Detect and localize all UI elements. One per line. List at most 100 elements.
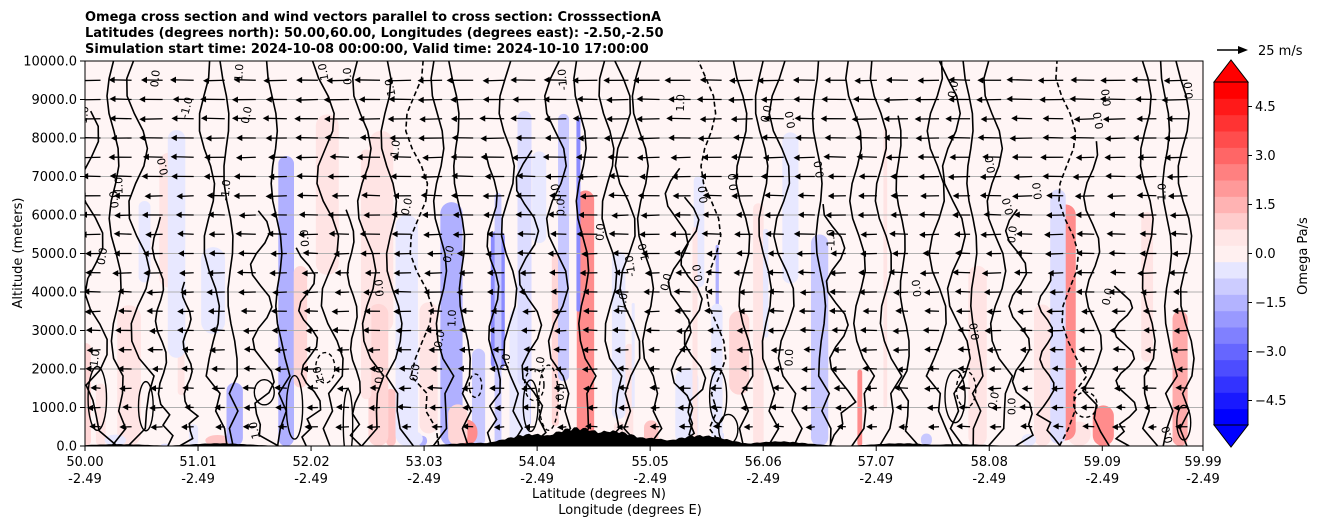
wind-vector-head	[977, 134, 984, 141]
wind-vector-shaft	[702, 137, 722, 140]
wind-vector-shaft	[988, 213, 1002, 216]
y-axis-label: Altitude (meters)	[11, 198, 26, 309]
wind-vector-shaft	[340, 426, 350, 428]
wind-vector-head	[799, 289, 806, 296]
wind-vector-head	[643, 308, 650, 315]
wind-vector-head	[637, 192, 644, 199]
wind-vector-shaft	[710, 271, 722, 274]
wind-vector-head	[359, 230, 366, 238]
wind-vector-head	[1135, 95, 1142, 103]
wind-vector-shaft	[898, 387, 909, 389]
wind-vector-head	[1046, 327, 1053, 334]
wind-vector-shaft	[1025, 425, 1033, 428]
wind-vector-head	[579, 193, 586, 200]
wind-vector-head	[387, 115, 394, 123]
contour-line	[380, 61, 415, 446]
wind-vector-head	[957, 365, 964, 372]
wind-vector-head	[980, 231, 987, 239]
wind-vector-shaft	[424, 118, 443, 120]
wind-vector-head	[422, 154, 429, 161]
wind-vector-shaft	[613, 194, 629, 197]
wind-vector-head	[109, 115, 116, 122]
wind-vector-head	[1019, 327, 1026, 334]
contour-line	[962, 61, 984, 446]
wind-vector-head	[231, 115, 238, 122]
wind-vector-head	[393, 250, 400, 258]
wind-vector-head	[982, 153, 989, 161]
wind-vector-head	[324, 115, 331, 123]
x-axis-ticks: 50.00 -2.49 51.01 -2.49 52.02 -2.49 53.03 -2.49…	[66, 446, 1222, 487]
wind-vector-head	[274, 384, 281, 391]
wind-vector-head	[87, 404, 94, 412]
wind-vector-head	[359, 134, 366, 141]
wind-vector-head	[586, 404, 593, 411]
colorbar-segment	[1214, 212, 1248, 230]
colorbar-segment	[1214, 196, 1248, 214]
wind-vector-head	[924, 346, 931, 353]
wind-vector-shaft	[333, 233, 349, 235]
wind-vector-shaft	[766, 136, 784, 139]
wind-vector-head	[616, 423, 623, 431]
wind-vector-head	[678, 423, 685, 430]
wind-vector-head	[86, 347, 93, 354]
wind-vector-shaft	[521, 175, 536, 178]
wind-vector-head	[701, 154, 708, 161]
x-tick-label-longitude: -2.49	[407, 472, 441, 487]
colorbar-tick-label: 1.5	[1255, 198, 1276, 213]
wind-vector-shaft	[1166, 98, 1188, 101]
wind-vector-head	[671, 173, 678, 180]
wind-vector-head	[480, 135, 487, 142]
positive-omega-region	[293, 266, 308, 388]
wind-vector-shaft	[1017, 195, 1033, 197]
contour-line	[822, 204, 857, 446]
wind-vector-head	[184, 404, 191, 411]
y-axis-ticks: 0.0 1000.0 2000.0 3000.0 4000.0 5000.0 6000.0 7…	[23, 55, 85, 455]
wind-vector-head	[767, 327, 774, 334]
wind-vector-head	[829, 288, 836, 296]
wind-vector-head	[521, 385, 528, 393]
wind-vector-head	[268, 154, 275, 161]
positive-omega-region	[1034, 304, 1051, 446]
wind-vector-head	[606, 115, 613, 123]
wind-vector-head	[421, 211, 428, 219]
wind-vector-head	[985, 250, 992, 257]
wind-vector-head	[706, 250, 713, 257]
wind-vector-head	[767, 288, 774, 295]
wind-vector-head	[544, 115, 551, 123]
wind-vector-head	[1019, 403, 1026, 411]
wind-vector-head	[460, 307, 467, 315]
wind-vector-head	[1080, 384, 1087, 392]
wind-vector-head	[336, 385, 343, 392]
negative-omega-region	[711, 303, 723, 446]
wind-vector-shaft	[1175, 233, 1188, 235]
wind-vector-head	[243, 404, 250, 411]
wind-vector-head	[265, 134, 272, 142]
wind-vector-head	[450, 96, 457, 103]
wind-vector-head	[648, 365, 655, 372]
wind-vector-shaft	[798, 156, 815, 159]
wind-vector-head	[1076, 249, 1083, 257]
wind-vector-head	[764, 192, 771, 199]
x-tick-label-latitude: 55.05	[632, 455, 669, 470]
wind-vector-head	[1144, 346, 1151, 354]
wind-vector-head	[641, 250, 648, 257]
contour-blob	[87, 365, 108, 432]
wind-vector-head	[418, 134, 425, 142]
wind-vector-head	[209, 326, 216, 334]
wind-vector-head	[1111, 423, 1118, 431]
colorbar-tick-label: −4.5	[1255, 394, 1287, 409]
wind-vector-head	[888, 268, 895, 276]
wind-vector-head	[1011, 153, 1018, 161]
negative-omega-region	[558, 113, 570, 382]
wind-vector-shaft	[681, 329, 691, 332]
wind-vector-head	[821, 96, 828, 103]
wind-vector-head	[140, 76, 147, 84]
colorbar-extend-max	[1212, 59, 1250, 83]
wind-vector-head	[302, 365, 309, 373]
wind-vector-head	[611, 212, 618, 219]
wind-vector-head	[984, 327, 991, 334]
contour-label: -1.0	[76, 105, 92, 128]
contour-line	[1175, 61, 1195, 446]
wind-vector-head	[581, 250, 588, 258]
wind-vector-head	[1013, 211, 1020, 218]
